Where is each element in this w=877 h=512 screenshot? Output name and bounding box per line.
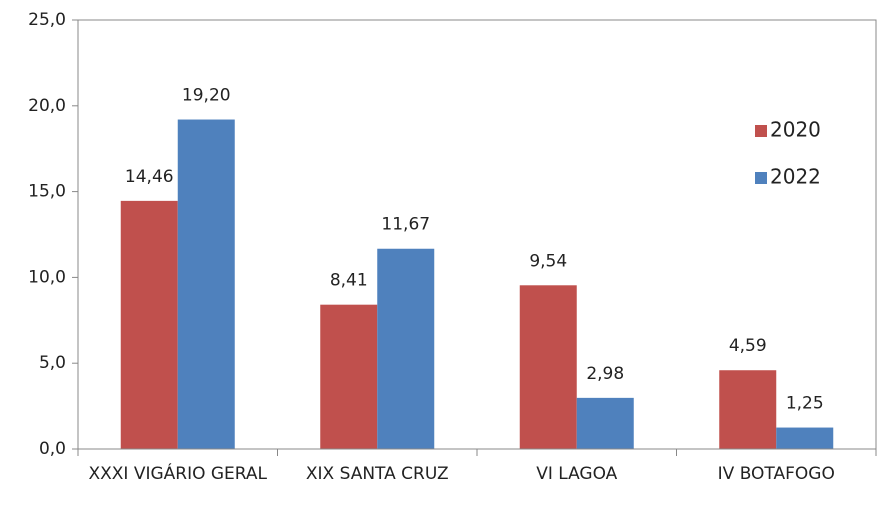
bar bbox=[320, 304, 378, 449]
bar bbox=[120, 200, 178, 449]
bar bbox=[776, 427, 834, 449]
data-label: 19,20 bbox=[182, 86, 231, 106]
data-label: 2,98 bbox=[586, 364, 624, 384]
data-label: 8,41 bbox=[330, 271, 368, 291]
y-tick-label: 10,0 bbox=[28, 267, 66, 287]
legend-label: 2020 bbox=[770, 118, 821, 142]
y-tick-label: 0,0 bbox=[39, 439, 66, 459]
y-tick-label: 25,0 bbox=[28, 10, 66, 30]
legend-swatch bbox=[755, 172, 767, 184]
y-tick-label: 20,0 bbox=[28, 96, 66, 116]
x-tick-label: VI LAGOA bbox=[536, 464, 618, 484]
data-label: 14,46 bbox=[125, 167, 174, 187]
x-tick-label: XXXI VIGÁRIO GERAL bbox=[88, 464, 268, 484]
x-tick-label: IV BOTAFOGO bbox=[717, 464, 835, 484]
x-tick-label: XIX SANTA CRUZ bbox=[305, 464, 449, 484]
data-label: 9,54 bbox=[529, 251, 567, 271]
y-tick-label: 15,0 bbox=[28, 182, 66, 202]
bar bbox=[177, 119, 235, 449]
bar bbox=[719, 370, 777, 449]
legend-swatch bbox=[755, 125, 767, 137]
data-label: 1,25 bbox=[786, 394, 824, 414]
data-label: 11,67 bbox=[381, 215, 430, 235]
y-tick-label: 5,0 bbox=[39, 353, 66, 373]
bar bbox=[576, 397, 634, 449]
bar bbox=[377, 248, 435, 449]
data-label: 4,59 bbox=[729, 336, 767, 356]
legend-label: 2022 bbox=[770, 165, 821, 189]
bar bbox=[519, 285, 577, 449]
